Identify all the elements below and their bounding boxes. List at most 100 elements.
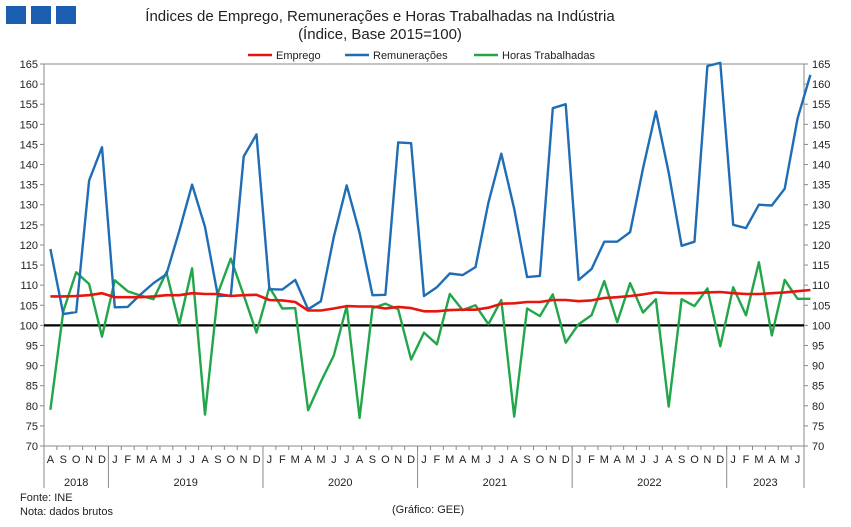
x-month-label: J <box>331 454 337 466</box>
series-emprego-line <box>50 288 811 313</box>
x-month-label: M <box>136 454 145 466</box>
x-month-label: J <box>112 454 118 466</box>
x-month-label: O <box>536 454 545 466</box>
y-tick-label-left: 140 <box>20 160 38 172</box>
x-month-label: A <box>768 454 776 466</box>
x-month-label: M <box>316 454 325 466</box>
x-month-label: M <box>471 454 480 466</box>
logo-block-1 <box>6 6 26 24</box>
y-tick-label-right: 70 <box>812 441 824 453</box>
y-tick-label-right: 120 <box>812 240 830 252</box>
x-month-label: D <box>253 454 261 466</box>
x-month-label: A <box>614 454 622 466</box>
x-month-label: M <box>291 454 300 466</box>
legend-label-series-remuneracoes: Remunerações <box>373 50 448 62</box>
x-month-label: J <box>486 454 492 466</box>
y-tick-label-left: 90 <box>26 361 38 373</box>
x-month-label: A <box>665 454 673 466</box>
x-month-label: J <box>344 454 350 466</box>
y-tick-label-left: 135 <box>20 180 38 192</box>
logo-block-3 <box>56 6 76 24</box>
x-month-label: O <box>381 454 390 466</box>
y-tick-label-right: 100 <box>812 320 830 332</box>
x-month-label: F <box>434 454 441 466</box>
y-tick-label-right: 125 <box>812 220 830 232</box>
x-month-label: J <box>653 454 659 466</box>
x-year-label: 2020 <box>328 477 352 489</box>
y-tick-label-left: 160 <box>20 79 38 91</box>
y-tick-label-right: 150 <box>812 119 830 131</box>
y-tick-label-right: 75 <box>812 421 824 433</box>
x-month-label: D <box>98 454 106 466</box>
y-tick-label-left: 150 <box>20 119 38 131</box>
x-year-label: 2018 <box>64 477 88 489</box>
x-month-label: M <box>445 454 454 466</box>
y-tick-label-left: 155 <box>20 99 38 111</box>
footer-source: Fonte: INE <box>20 492 73 504</box>
x-month-label: M <box>780 454 789 466</box>
x-month-label: D <box>716 454 724 466</box>
y-tick-label-left: 145 <box>20 139 38 151</box>
y-tick-label-left: 100 <box>20 320 38 332</box>
footer-note: Nota: dados brutos <box>20 506 113 518</box>
x-month-label: N <box>394 454 402 466</box>
y-tick-label-right: 110 <box>812 280 830 292</box>
series-remuneracoes-line <box>49 61 812 316</box>
y-tick-label-right: 155 <box>812 99 830 111</box>
x-month-label: S <box>678 454 685 466</box>
y-tick-label-right: 165 <box>812 59 830 71</box>
x-month-label: O <box>226 454 235 466</box>
y-tick-label-left: 130 <box>20 200 38 212</box>
x-month-label: J <box>189 454 195 466</box>
x-month-label: F <box>279 454 286 466</box>
legend-label-series-emprego: Emprego <box>276 50 321 62</box>
y-tick-label-right: 135 <box>812 180 830 192</box>
x-month-label: F <box>124 454 131 466</box>
y-tick-label-left: 80 <box>26 401 38 413</box>
x-month-label: J <box>730 454 736 466</box>
x-month-label: A <box>201 454 209 466</box>
y-tick-label-right: 145 <box>812 139 830 151</box>
plot-frame <box>43 63 805 447</box>
x-year-label: 2019 <box>173 477 197 489</box>
y-tick-label-left: 110 <box>20 280 38 292</box>
x-month-label: N <box>85 454 93 466</box>
x-month-label: S <box>214 454 221 466</box>
y-tick-label-right: 90 <box>812 361 824 373</box>
x-month-label: J <box>576 454 582 466</box>
x-month-label: J <box>267 454 273 466</box>
x-month-label: J <box>177 454 183 466</box>
x-month-label: D <box>407 454 415 466</box>
x-month-label: M <box>600 454 609 466</box>
x-year-label: 2023 <box>753 477 777 489</box>
x-month-label: A <box>510 454 518 466</box>
chart-title: Índices de Emprego, Remunerações e Horas… <box>145 8 615 25</box>
x-month-label: F <box>743 454 750 466</box>
x-month-label: J <box>499 454 505 466</box>
x-month-label: A <box>356 454 364 466</box>
y-tick-label-right: 85 <box>812 381 824 393</box>
x-month-label: S <box>369 454 376 466</box>
x-month-label: A <box>459 454 467 466</box>
x-month-label: D <box>562 454 570 466</box>
y-tick-label-right: 95 <box>812 340 824 352</box>
x-month-label: M <box>162 454 171 466</box>
chart-subtitle: (Índice, Base 2015=100) <box>298 26 462 43</box>
x-month-label: S <box>523 454 530 466</box>
x-month-label: N <box>549 454 557 466</box>
x-month-label: N <box>703 454 711 466</box>
x-month-label: A <box>150 454 158 466</box>
y-tick-label-right: 160 <box>812 79 830 91</box>
x-month-label: N <box>240 454 248 466</box>
y-tick-label-left: 70 <box>26 441 38 453</box>
x-month-label: J <box>421 454 427 466</box>
x-year-label: 2022 <box>637 477 661 489</box>
y-tick-label-right: 130 <box>812 200 830 212</box>
x-month-label: O <box>690 454 699 466</box>
series-horas-trabalhadas-line <box>49 257 811 420</box>
x-month-label: J <box>795 454 801 466</box>
y-tick-label-left: 75 <box>26 421 38 433</box>
y-tick-label-left: 165 <box>20 59 38 71</box>
y-tick-label-left: 105 <box>20 300 38 312</box>
